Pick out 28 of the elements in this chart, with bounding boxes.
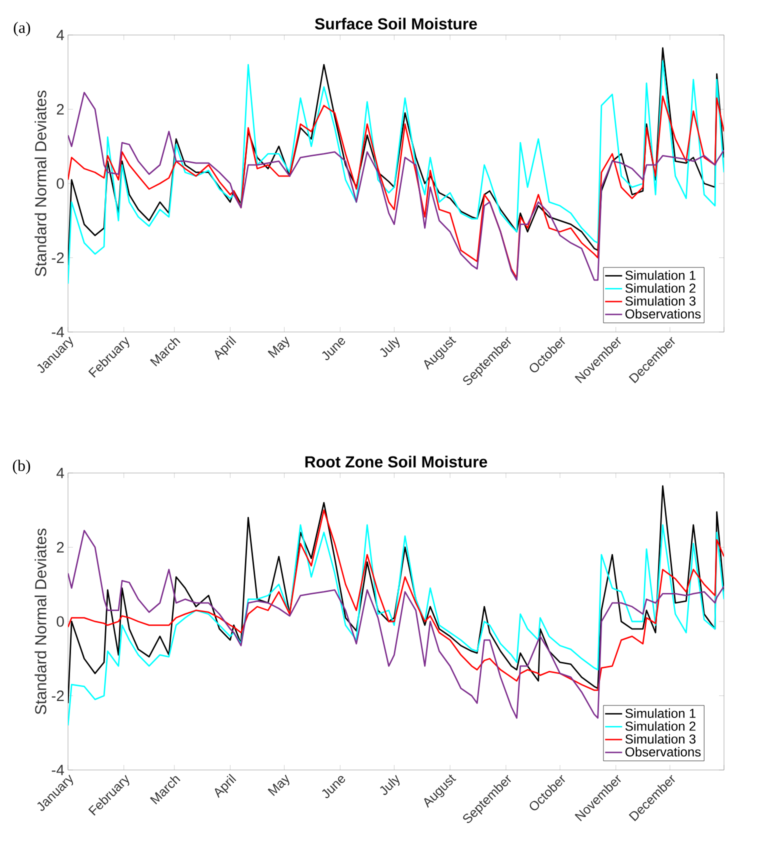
legend-label: Observations (625, 309, 701, 319)
legend-label: Simulation 3 (625, 734, 696, 744)
y-tick-label: 2 (56, 542, 64, 552)
legend-label: Simulation 3 (625, 296, 696, 306)
x-tick-label: July (380, 774, 400, 795)
text: (a) (14, 22, 30, 36)
y-tick-label: 2 (56, 104, 64, 114)
legend-label: Simulation 1 (625, 270, 696, 280)
y-axis-title: Standard Normal Deviates (34, 528, 46, 714)
y-tick-label: 0 (56, 616, 64, 627)
y-tick-label: -2 (52, 252, 64, 263)
y-tick-label: -4 (52, 764, 64, 776)
x-tick-label: May (268, 774, 290, 796)
x-tick-label: May (268, 336, 290, 358)
y-tick-label: 4 (56, 468, 64, 478)
chart-title: Root Zone Soil Moisture (305, 456, 488, 468)
y-tick-label: -2 (52, 690, 64, 701)
chart-title: Surface Soil Moisture (314, 18, 477, 30)
legend-label: Simulation 2 (625, 283, 696, 293)
y-tick-label: -4 (52, 326, 64, 338)
y-axis-title: Standard Normal Deviates (34, 90, 46, 276)
y-tick-label: 0 (56, 178, 64, 189)
y-tick-label: 4 (56, 30, 64, 40)
x-tick-label: July (380, 336, 400, 357)
legend-label: Observations (625, 747, 701, 757)
legend-label: Simulation 1 (625, 708, 696, 718)
legend-label: Simulation 2 (625, 721, 696, 731)
text: (b) (12, 460, 30, 474)
